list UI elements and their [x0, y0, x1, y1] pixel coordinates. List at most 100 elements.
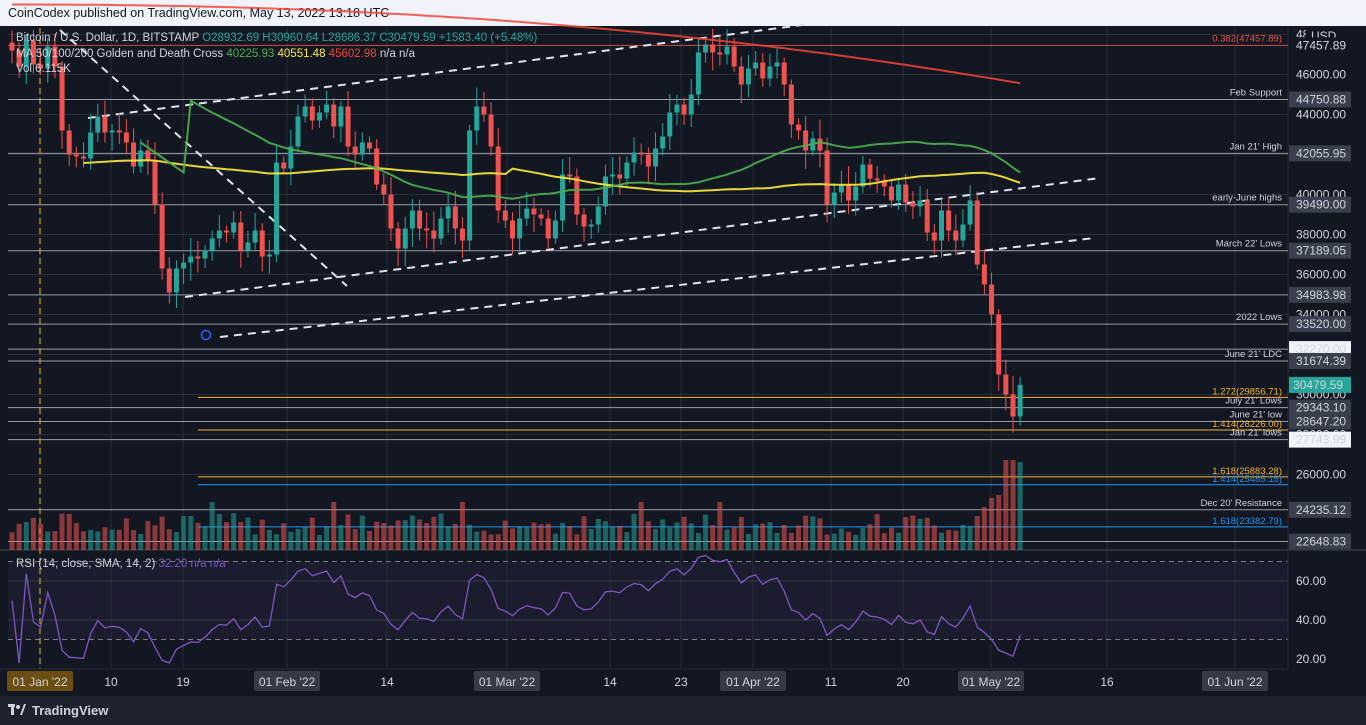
volume-bar	[703, 514, 709, 550]
candle-body	[660, 136, 666, 149]
level-label: Jan 21' High	[1229, 141, 1282, 152]
level-label: 2022 Lows	[1236, 312, 1282, 323]
candle-body	[760, 62, 766, 79]
candle-body	[631, 152, 637, 163]
level-label: Jan 21' lows	[1230, 428, 1282, 439]
volume-bar	[367, 530, 372, 550]
volume-bar	[145, 520, 151, 550]
volume-bar	[745, 533, 751, 550]
ma100-line	[83, 159, 1021, 193]
volume-bar	[109, 529, 115, 550]
volume-bar	[23, 522, 29, 550]
y-tick-label: 46000.00	[1296, 68, 1346, 82]
candle-body	[838, 184, 844, 193]
last-price-text: 30479.59	[1293, 378, 1343, 392]
volume-bar	[760, 523, 766, 550]
candle-body	[309, 106, 315, 121]
candle-body	[16, 50, 22, 67]
level-price-text: 33520.00	[1296, 317, 1346, 331]
x-tick-label: 01 Feb '22	[259, 675, 316, 689]
volume-bar	[967, 526, 973, 550]
candle-body	[395, 228, 401, 249]
candle-body	[431, 230, 437, 239]
volume-bar	[445, 526, 451, 550]
volume-bar	[796, 525, 801, 550]
volume-bar	[731, 527, 737, 550]
candle-body	[960, 224, 966, 241]
volume-bar	[881, 533, 887, 550]
candle-body	[824, 150, 830, 205]
candle-body	[66, 130, 72, 155]
volume-bar	[159, 516, 165, 550]
volume-bar	[381, 523, 387, 550]
volume-bar	[30, 517, 36, 550]
candle-body	[981, 264, 987, 285]
candle-body	[102, 116, 108, 133]
candle-body	[95, 116, 101, 133]
fib-label: 1.618(25883.28)	[1212, 466, 1282, 477]
volume-bar	[316, 534, 322, 550]
level-price-tag	[1289, 316, 1351, 333]
volume-bar	[166, 529, 172, 550]
candle-body	[459, 228, 465, 241]
trendline	[87, 23, 811, 119]
volume-bar	[488, 534, 494, 550]
volume-bar	[831, 533, 837, 550]
volume-bar	[660, 519, 666, 550]
level-price-text: 29343.10	[1296, 401, 1346, 415]
volume-bar	[817, 518, 823, 550]
trendline-anchor	[200, 329, 212, 341]
rsi-tick-label: 40.00	[1296, 613, 1326, 627]
candle-body	[259, 230, 265, 257]
candle-body	[9, 42, 15, 51]
candle-body	[788, 84, 794, 125]
volume-bar	[345, 514, 351, 550]
candle-body	[417, 210, 423, 229]
volume-bar	[753, 524, 759, 550]
candle-body	[860, 164, 866, 187]
volume-bar	[810, 516, 816, 550]
candle-body	[38, 64, 44, 69]
candle-body	[538, 214, 544, 219]
candle-body	[73, 154, 79, 157]
rsi-line	[11, 554, 1021, 664]
volume-bar	[116, 529, 122, 550]
last-price-tag	[1289, 376, 1351, 393]
volume-bar	[767, 522, 773, 550]
candle-body	[939, 210, 944, 241]
candle-body	[288, 146, 294, 169]
volume-bar	[688, 523, 694, 550]
volume-bar	[910, 515, 916, 550]
candle-body	[1010, 394, 1016, 417]
candle-body	[388, 194, 394, 229]
candle-body	[245, 242, 251, 251]
candle-body	[195, 256, 201, 259]
volume-bar	[45, 531, 51, 550]
candle-body	[588, 224, 594, 227]
level-price-tag	[1289, 91, 1351, 108]
volume-bar	[402, 520, 408, 550]
candle-body	[602, 176, 608, 207]
volume-bar	[738, 517, 744, 550]
volume-bar	[853, 534, 859, 550]
volume-bar	[960, 525, 966, 550]
candle-body	[617, 174, 623, 179]
candle-body	[695, 52, 701, 95]
candle-body	[145, 150, 151, 161]
candle-body	[574, 176, 580, 215]
candle-body	[967, 200, 973, 225]
volume-bar	[188, 516, 194, 550]
level-label: June 21' low	[1229, 410, 1282, 421]
volume-bar	[588, 528, 594, 550]
candle-body	[316, 112, 322, 121]
volume-bar	[38, 524, 44, 550]
candle-body	[59, 66, 65, 131]
candle-body	[717, 52, 723, 55]
candle-body	[545, 218, 551, 239]
candle-body	[481, 106, 487, 115]
volume-bar	[888, 527, 894, 550]
level-price-tag	[1289, 196, 1351, 213]
rsi-pane	[8, 551, 1288, 669]
volume-bar	[195, 522, 201, 550]
